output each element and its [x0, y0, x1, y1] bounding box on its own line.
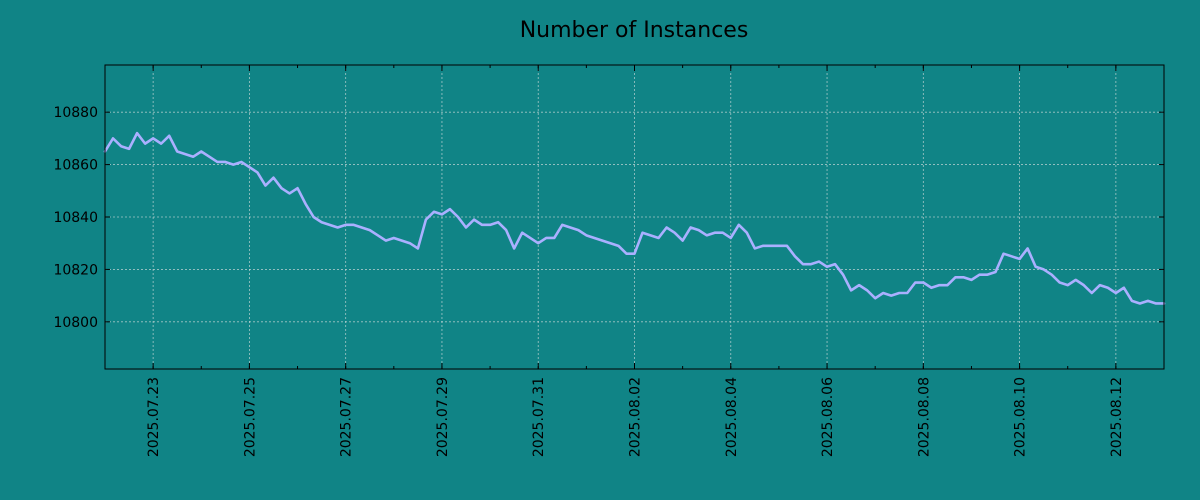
x-tick-label: 2025.08.12 — [1109, 377, 1125, 457]
x-tick-label: 2025.08.08 — [916, 377, 932, 457]
y-tick-label: 10820 — [53, 262, 98, 278]
x-tick-label: 2025.07.27 — [339, 377, 355, 457]
y-tick-label: 10860 — [53, 158, 98, 174]
grid — [105, 65, 1164, 369]
series-layer — [103, 131, 1166, 305]
x-tick-label: 2025.07.31 — [531, 377, 547, 457]
x-tick-label: 2025.08.04 — [724, 377, 740, 457]
axis-ticks: 10800 10820 10840 10860 10880 2025.07.23 2025.… — [53, 65, 1165, 457]
x-tick-label: 2025.07.23 — [146, 377, 162, 457]
y-tick-label: 10800 — [53, 315, 98, 331]
series-line-instances — [103, 131, 1166, 305]
x-tick-label: 2025.08.10 — [1013, 377, 1029, 457]
x-tick-label: 2025.08.06 — [820, 377, 836, 457]
y-tick-label: 10880 — [53, 105, 98, 121]
y-tick-label: 10840 — [53, 210, 98, 226]
x-tick-label: 2025.08.02 — [628, 377, 644, 457]
x-tick-label: 2025.07.29 — [435, 377, 451, 457]
x-tick-label: 2025.07.25 — [242, 377, 258, 457]
chart-title: Number of Instances — [520, 18, 749, 43]
